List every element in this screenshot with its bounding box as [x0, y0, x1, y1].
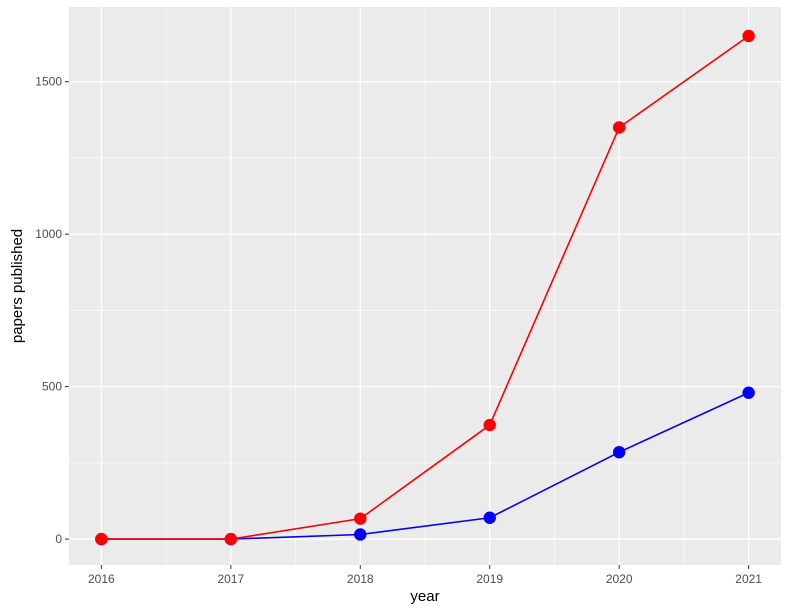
y-tick-label: 0 — [55, 532, 62, 546]
y-tick-label: 1500 — [35, 75, 62, 89]
x-tick-label: 2019 — [476, 572, 503, 586]
x-tick-label: 2016 — [88, 572, 115, 586]
x-tick-label: 2020 — [606, 572, 633, 586]
data-point — [742, 29, 755, 43]
series-line — [101, 35, 750, 540]
data-point — [483, 418, 496, 432]
y-axis-title: papers published — [9, 229, 26, 343]
y-tick-label: 500 — [42, 380, 62, 394]
y-tick-label: 1000 — [35, 227, 62, 241]
data-point — [612, 121, 626, 134]
axis-tick-labels: 2016 2017 2018 2019 2020 2021 0 500 1000 1500 — [35, 75, 762, 586]
data-point — [354, 528, 367, 541]
data-point — [483, 511, 496, 524]
data-point — [354, 512, 367, 525]
x-tick-label: 2021 — [735, 572, 762, 586]
data-point — [95, 532, 108, 546]
x-axis-title: year — [410, 588, 439, 605]
axis-ticks — [65, 81, 750, 569]
minor-gridlines — [69, 7, 781, 565]
series-1 — [95, 29, 755, 546]
x-tick-label: 2018 — [347, 572, 374, 586]
data-point — [742, 386, 755, 399]
series-layer — [95, 29, 755, 546]
data-point — [224, 532, 238, 546]
x-tick-label: 2017 — [217, 572, 244, 586]
data-point — [612, 445, 626, 459]
